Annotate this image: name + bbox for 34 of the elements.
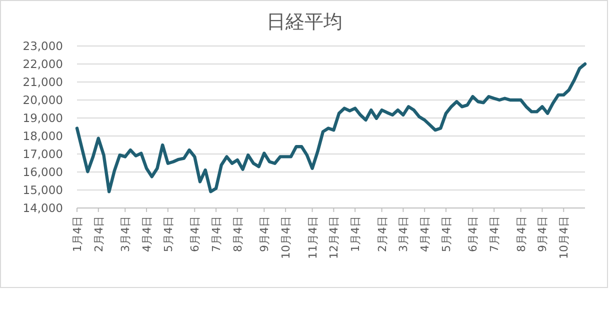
x-tick-label: 8月4日 [231, 216, 244, 252]
y-tick-label: 17,000 [22, 147, 63, 161]
x-tick-label: 8月4日 [514, 216, 528, 252]
x-tick-label: 4月4日 [140, 216, 154, 252]
x-tick-label: 5月4日 [440, 216, 453, 252]
x-tick-label: 3月4日 [119, 216, 132, 252]
line-series [75, 62, 587, 194]
x-tick-label: 9月4日 [258, 216, 272, 252]
x-tick-label: 7月4日 [488, 216, 502, 252]
x-tick-label: 5月4日 [162, 216, 175, 252]
y-tick-label: 15,000 [22, 183, 63, 197]
y-tick-label: 19,000 [22, 111, 63, 125]
x-tick-label: 10月4日 [280, 216, 293, 259]
y-tick-label: 14,000 [22, 201, 63, 215]
y-tick-label: 16,000 [22, 165, 63, 179]
x-tick-label: 6月4日 [466, 216, 480, 252]
x-tick-label: 12月4日 [328, 216, 341, 259]
x-tick-label: 1月4日 [349, 216, 362, 252]
x-tick-label: 7月4日 [210, 216, 224, 252]
x-tick-label: 2月4日 [376, 216, 389, 252]
x-tick-label: 10月4日 [558, 216, 571, 259]
x-tick-label: 6月4日 [188, 216, 202, 252]
y-tick-label: 23,000 [22, 39, 63, 53]
x-tick-label: 3月4日 [397, 216, 410, 252]
y-tick-label: 20,000 [22, 93, 63, 107]
y-tick-label: 22,000 [22, 57, 63, 71]
x-tick-label: 4月4日 [418, 216, 432, 252]
x-tick-label: 2月4日 [92, 216, 106, 252]
x-tick-label: 9月4日 [536, 216, 550, 252]
x-tick-label: 11月4日 [306, 216, 320, 259]
y-tick-label: 21,000 [22, 75, 63, 89]
x-tick-label: 1月4日 [71, 216, 84, 252]
y-tick-label: 18,000 [22, 129, 63, 143]
chart-title: 日経平均 [266, 11, 342, 33]
